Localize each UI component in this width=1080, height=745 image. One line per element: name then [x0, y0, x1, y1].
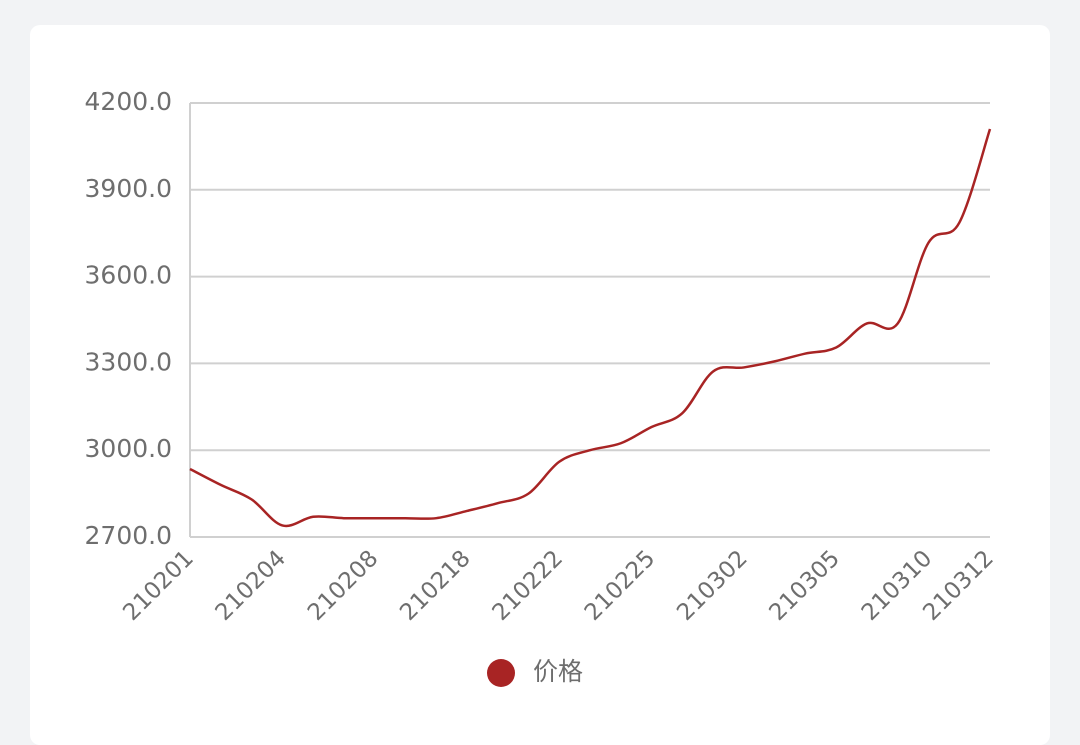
y-tick-label: 4200.0 — [85, 87, 172, 116]
y-tick-label: 3300.0 — [85, 347, 172, 376]
chart-card — [30, 25, 1050, 745]
x-tick-label: 210218 — [395, 545, 475, 625]
series-line — [189, 128, 992, 528]
legend-marker — [487, 659, 515, 687]
x-tick-label: 210305 — [765, 545, 845, 625]
x-tick-label: 210222 — [488, 545, 568, 625]
page: {"chart_data": {"type": "line", "categor… — [30, 25, 1050, 745]
x-tick-label: 210204 — [211, 545, 291, 625]
legend-label: 价格 — [533, 657, 583, 686]
x-tick-label: 210201 — [118, 545, 198, 625]
y-tick-label: 2700.0 — [85, 521, 172, 550]
y-tick-label: 3000.0 — [85, 434, 172, 463]
x-tick-label: 210208 — [303, 545, 383, 625]
x-tick-label: 210225 — [580, 545, 660, 625]
y-tick-label: 3600.0 — [85, 261, 172, 290]
y-tick-label: 3900.0 — [85, 174, 172, 203]
chart: 2700.0 3000.0 3300.0 3600.0 3900.0 4200.0 2102… — [85, 87, 999, 687]
x-tick-label: 210302 — [672, 545, 752, 625]
